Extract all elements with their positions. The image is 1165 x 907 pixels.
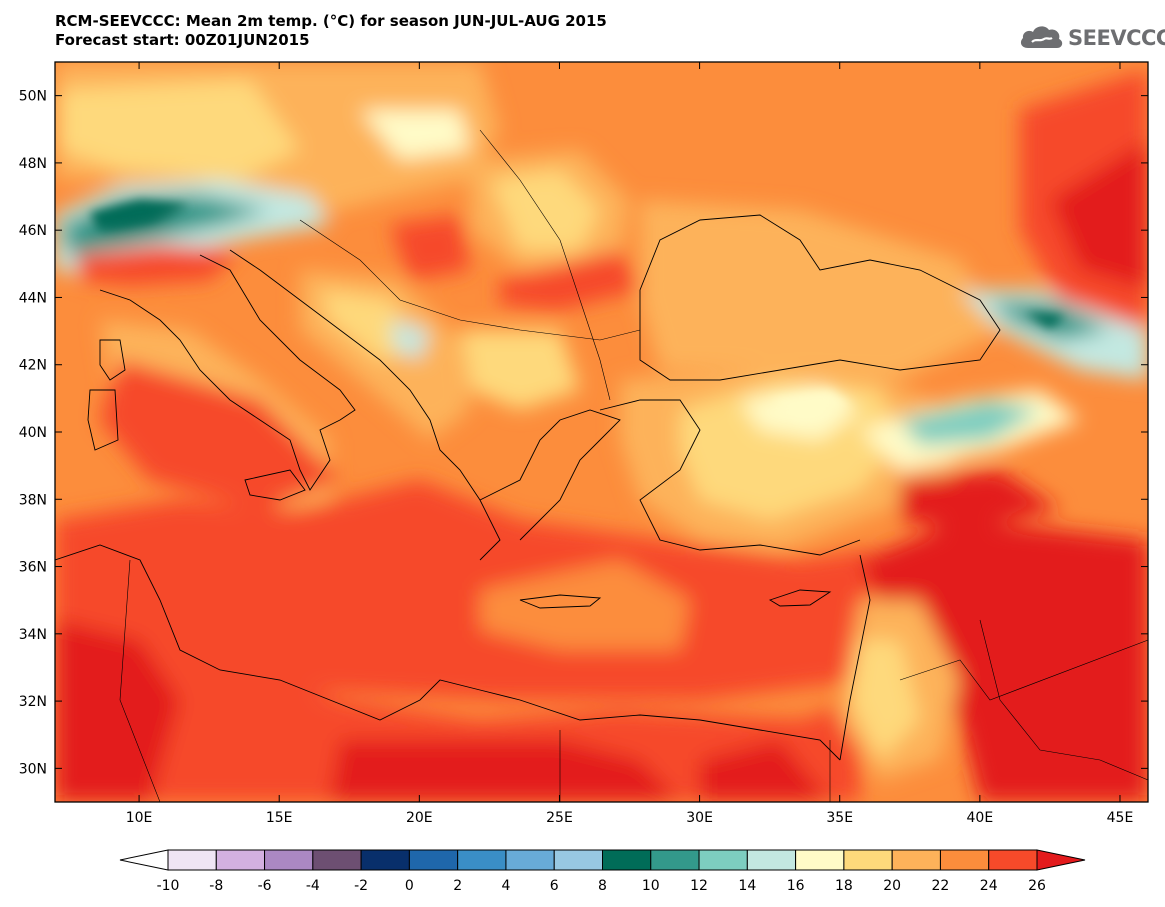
colorbar-label: 2: [453, 878, 462, 894]
logo-text: SEEVCCC: [1068, 26, 1165, 50]
colorbar-swatch: [795, 849, 845, 871]
lon-tick-label: 45E: [1107, 810, 1134, 826]
lon-tick-label: 15E: [266, 810, 293, 826]
colorbar-label: -2: [354, 878, 368, 894]
colorbar-label: -4: [306, 878, 320, 894]
colorbar-swatch: [408, 849, 459, 871]
lat-tick-label: 34N: [19, 627, 47, 643]
lon-tick-label: 35E: [826, 810, 853, 826]
colorbar-label: 20: [883, 878, 901, 894]
lat-tick-label: 46N: [19, 223, 47, 239]
coastlines: [55, 129, 1148, 802]
lat-tick-label: 42N: [19, 358, 47, 374]
colorbar-swatch: [505, 849, 555, 871]
colorbar-label: 18: [835, 878, 853, 894]
lon-tick-label: 25E: [546, 810, 573, 826]
lat-tick-label: 40N: [19, 425, 47, 441]
temperature-field: [55, 62, 1148, 802]
lat-tick-label: 50N: [19, 89, 47, 105]
colorbar-swatch: [553, 849, 604, 871]
colorbar: -10 -8 -6 -4 -2 0 2 4 6 8 10 12 14 16 18 20 22 24 26: [119, 849, 1086, 894]
lat-tick-label: 44N: [19, 290, 47, 306]
colorbar-label: 0: [405, 878, 414, 894]
colorbar-label: -10: [157, 878, 180, 894]
colorbar-label: 16: [787, 878, 805, 894]
seevccc-logo: SEEVCCC: [1018, 22, 1165, 54]
map-title: RCM-SEEVCCC: Mean 2m temp. (°C) for seas…: [55, 12, 607, 50]
title-line-1: RCM-SEEVCCC: Mean 2m temp. (°C) for seas…: [55, 12, 607, 30]
colorbar-label: 14: [738, 878, 756, 894]
colorbar-swatch: [939, 849, 990, 871]
lat-tick-label: 38N: [19, 492, 47, 508]
colorbar-swatch: [602, 849, 652, 871]
colorbar-label: -6: [258, 878, 272, 894]
colorbar-swatch: [167, 849, 217, 871]
lat-tick-label: 48N: [19, 156, 47, 172]
lon-tick-label: 40E: [967, 810, 994, 826]
colorbar-swatch: [457, 849, 507, 871]
cloud-icon: [1020, 26, 1063, 48]
colorbar-swatch: [988, 849, 1038, 871]
colorbar-swatch: [698, 849, 748, 871]
colorbar-label: 24: [980, 878, 998, 894]
colorbar-label: 8: [598, 878, 607, 894]
colorbar-swatch: [360, 849, 410, 871]
colorbar-swatch: [843, 849, 893, 871]
colorbar-swatch: [746, 849, 797, 871]
colorbar-label: -8: [209, 878, 223, 894]
lon-tick-label: 20E: [406, 810, 433, 826]
colorbar-over-arrow: [1036, 849, 1086, 871]
colorbar-swatch: [215, 849, 266, 871]
colorbar-swatch: [650, 849, 700, 871]
colorbar-label: 26: [1028, 878, 1046, 894]
lon-tick-label: 30E: [686, 810, 713, 826]
colorbar-label: 12: [690, 878, 708, 894]
colorbar-swatch: [264, 849, 314, 871]
colorbar-label: 6: [550, 878, 559, 894]
colorbar-label: 10: [642, 878, 660, 894]
lat-tick-label: 30N: [19, 761, 47, 777]
colorbar-under-arrow: [119, 849, 169, 871]
colorbar-swatch: [891, 849, 941, 871]
colorbar-label: 22: [932, 878, 950, 894]
lon-tick-label: 10E: [126, 810, 153, 826]
colorbar-label: 4: [501, 878, 510, 894]
axis-ticks: 10E 15E 20E 25E 30E 35E 40E 45E 30N 32N 34N 36N 38N 4…: [19, 62, 1148, 826]
lat-tick-label: 36N: [19, 560, 47, 576]
title-line-2: Forecast start: 00Z01JUN2015: [55, 31, 310, 49]
colorbar-swatch: [312, 849, 362, 871]
lat-tick-label: 32N: [19, 694, 47, 710]
